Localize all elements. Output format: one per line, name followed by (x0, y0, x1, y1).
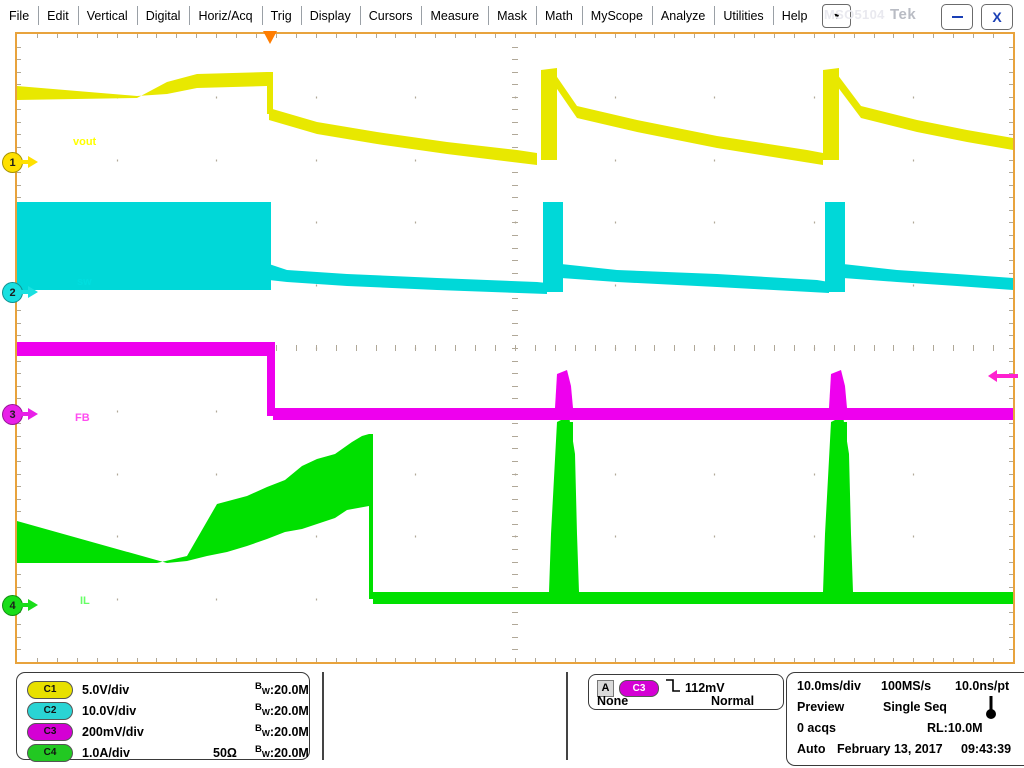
channel-bandwidth-C3: BW:20.0M (255, 723, 309, 739)
menu-cursors[interactable]: Cursors (359, 0, 422, 31)
channel-scale-C4: 1.0A/div (82, 745, 130, 760)
bw-value: 20.0M (274, 683, 309, 698)
channel-readout-row[interactable]: C4 1.0A/div 50Ω BW:20.0M (27, 742, 309, 763)
graticule[interactable]: vout sw FB IL (17, 34, 1013, 662)
menu-digital[interactable]: Digital (136, 0, 190, 31)
channel-scale-C3: 200mV/div (82, 724, 144, 739)
menu-measure[interactable]: Measure (421, 0, 488, 31)
trace-il (17, 416, 1013, 604)
waveform-label-il: IL (80, 595, 90, 607)
trace-vout (17, 68, 1013, 165)
readout-bar: C1 5.0V/div BW:20.0M C2 10.0V/div BW:20.0M C3 2… (0, 668, 1024, 768)
trigger-position-marker[interactable] (262, 31, 278, 45)
channel-readout-row[interactable]: C2 10.0V/div BW:20.0M (27, 700, 309, 721)
horizontal-acquisition-panel[interactable]: 10.0ms/div 100MS/s 10.0ns/pt Preview Sin… (786, 672, 1024, 766)
menu-items: File Edit Vertical Digital Horiz/Acq Trig Disp… (0, 0, 816, 31)
model-label: MSO5104 (824, 7, 885, 22)
bw-value: 20.0M (274, 725, 309, 740)
trigger-source-row: A C3 112mV (597, 678, 725, 698)
menu-analyze[interactable]: Analyze (651, 0, 714, 31)
record-length: RL:10.0M (927, 721, 983, 735)
channel-readout-row[interactable]: C1 5.0V/div BW:20.0M (27, 679, 309, 700)
bw-subscript: W (261, 728, 270, 739)
acq-date: February 13, 2017 (837, 742, 943, 756)
bw-colon: : (269, 704, 275, 719)
waveform-label-vout: vout (73, 136, 97, 148)
trace-fb (17, 342, 1013, 420)
acquisition-mode: Single Seq (883, 700, 947, 714)
channel-bandwidth-C4: BW:20.0M (255, 744, 309, 760)
bw-prefix: B (255, 723, 262, 735)
chevron-down-icon: ▼ (832, 10, 842, 21)
bw-subscript: W (261, 749, 270, 760)
menu-math[interactable]: Math (536, 0, 582, 31)
bw-colon: : (269, 725, 275, 740)
channel-marker-2[interactable]: 2 (2, 282, 38, 304)
channel-readout-row[interactable]: C3 200mV/div BW:20.0M (27, 721, 309, 742)
bw-prefix: B (255, 702, 262, 714)
minimize-icon (951, 15, 963, 19)
bw-subscript: W (261, 707, 270, 718)
waveform-traces (17, 68, 1013, 604)
panel-divider-left (322, 672, 324, 760)
bw-colon: : (269, 683, 275, 698)
trigger-level-value: 112mV (685, 681, 725, 695)
minimize-button[interactable] (941, 4, 973, 30)
menu-vertical[interactable]: Vertical (77, 0, 137, 31)
menu-myscope[interactable]: MyScope (581, 0, 652, 31)
trace-sw (17, 202, 1013, 294)
waveform-label-sw: sw (77, 276, 92, 288)
channel-pill-C3[interactable]: C3 (27, 722, 73, 741)
trigger-panel[interactable]: A C3 112mV None Normal (588, 674, 784, 710)
channel-pill-C1[interactable]: C1 (27, 680, 73, 699)
menu-horiz-acq[interactable]: Horiz/Acq (189, 0, 261, 31)
trigger-level-marker[interactable] (988, 368, 1018, 384)
panel-divider-mid (566, 672, 568, 760)
tek-logo: Tek (890, 6, 917, 23)
bw-value: 20.0M (274, 746, 309, 761)
trigger-source-group[interactable]: A (597, 679, 614, 697)
channel-scale-C1: 5.0V/div (82, 682, 130, 697)
channel-badge-1: 1 (2, 152, 23, 173)
channel-marker-3[interactable]: 3 (2, 404, 38, 426)
channel-pill-C4[interactable]: C4 (27, 743, 73, 762)
bw-prefix: B (255, 681, 262, 693)
menu-trig[interactable]: Trig (261, 0, 301, 31)
menu-edit[interactable]: Edit (38, 0, 78, 31)
sample-rate: 100MS/s (881, 679, 932, 693)
menu-help[interactable]: Help (772, 0, 817, 31)
trigger-coupling[interactable]: None (597, 694, 629, 708)
run-state: Preview (797, 700, 845, 714)
resolution: 10.0ns/pt (955, 679, 1010, 693)
bw-colon: : (269, 746, 275, 761)
close-icon: X (992, 9, 1002, 25)
menu-file[interactable]: File (9, 8, 30, 23)
thermometer-icon (985, 695, 997, 724)
trigger-state: Auto (797, 742, 826, 756)
acq-time: 09:43:39 (961, 742, 1012, 756)
trigger-mode[interactable]: Normal (711, 694, 755, 708)
bw-subscript: W (261, 686, 270, 697)
menu-overflow-button[interactable]: ▼ (822, 3, 852, 28)
trigger-slope-falling-icon (665, 678, 681, 698)
menu-display[interactable]: Display (300, 0, 360, 31)
channel-bandwidth-C1: BW:20.0M (255, 681, 309, 697)
channel-settings-panel: C1 5.0V/div BW:20.0M C2 10.0V/div BW:20.0M C3 2… (16, 672, 310, 763)
bw-prefix: B (255, 744, 262, 756)
acq-count: 0 acqs (797, 721, 836, 735)
trigger-source-channel[interactable]: C3 (619, 679, 659, 697)
time-per-div: 10.0ms/div (797, 679, 861, 693)
channel-scale-C2: 10.0V/div (82, 703, 137, 718)
menu-utilities[interactable]: Utilities (714, 0, 772, 31)
waveform-label-fb: FB (75, 412, 90, 424)
channel-bandwidth-C2: BW:20.0M (255, 702, 309, 718)
channel-pill-C2[interactable]: C2 (27, 701, 73, 720)
bw-value: 20.0M (274, 704, 309, 719)
close-button[interactable]: X (981, 4, 1013, 30)
channel-marker-1[interactable]: 1 (2, 152, 38, 174)
menu-bar: File Edit Vertical Digital Horiz/Acq Trig Disp… (0, 0, 1024, 31)
channel-impedance-C4: 50Ω (213, 745, 237, 760)
menu-mask[interactable]: Mask (488, 0, 536, 31)
channel-marker-4[interactable]: 4 (2, 595, 38, 617)
